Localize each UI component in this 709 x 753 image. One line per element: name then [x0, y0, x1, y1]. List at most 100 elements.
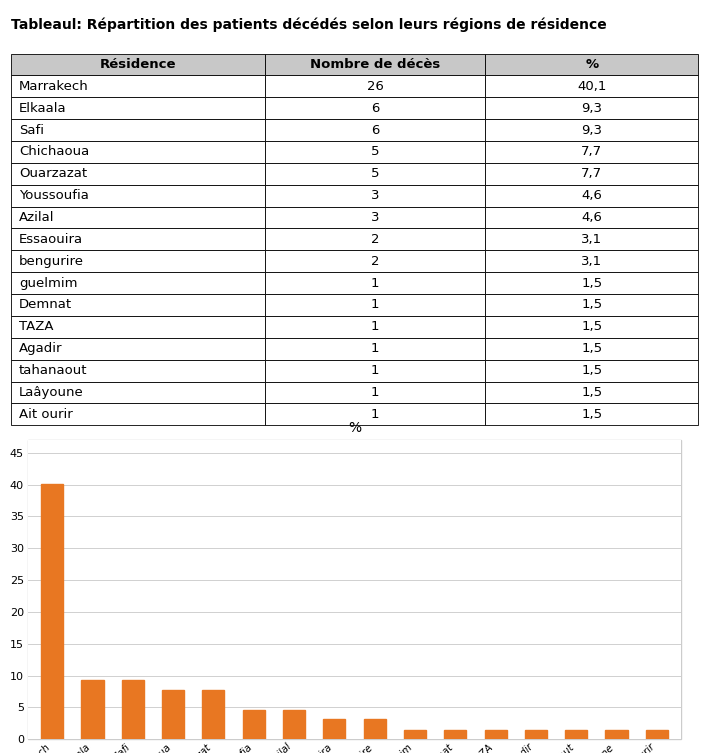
Bar	[485, 404, 698, 425]
Text: Safi: Safi	[19, 123, 44, 136]
Text: 1,5: 1,5	[581, 386, 603, 399]
Text: 1,5: 1,5	[581, 408, 603, 421]
Text: 26: 26	[367, 80, 384, 93]
Bar	[265, 119, 485, 141]
Bar	[11, 316, 265, 338]
Bar	[265, 141, 485, 163]
Text: 1,5: 1,5	[581, 364, 603, 377]
Bar	[11, 97, 265, 119]
Bar	[485, 228, 698, 250]
Bar	[265, 338, 485, 360]
Bar	[11, 206, 265, 228]
Text: Chichaoua: Chichaoua	[19, 145, 89, 158]
Text: 9,3: 9,3	[581, 102, 603, 114]
Bar	[485, 163, 698, 184]
Bar	[485, 141, 698, 163]
Bar	[485, 97, 698, 119]
Bar	[265, 404, 485, 425]
Text: 7,7: 7,7	[581, 145, 603, 158]
Text: 6: 6	[371, 102, 379, 114]
Bar	[485, 272, 698, 294]
Bar	[265, 75, 485, 97]
Text: Ait ourir: Ait ourir	[19, 408, 72, 421]
Bar	[11, 272, 265, 294]
Bar	[485, 382, 698, 404]
Bar	[485, 250, 698, 272]
Bar	[485, 75, 698, 97]
Bar	[11, 53, 265, 75]
Bar	[265, 316, 485, 338]
Text: 1,5: 1,5	[581, 342, 603, 355]
Text: Demnat: Demnat	[19, 298, 72, 312]
Text: tahanaout: tahanaout	[19, 364, 87, 377]
Text: 5: 5	[371, 167, 379, 180]
Text: Résidence: Résidence	[99, 58, 176, 71]
Text: 3,1: 3,1	[581, 233, 603, 246]
Bar	[11, 228, 265, 250]
Text: 3,1: 3,1	[581, 255, 603, 268]
Text: 3: 3	[371, 211, 379, 224]
Bar	[11, 294, 265, 316]
Bar	[265, 272, 485, 294]
Text: 1: 1	[371, 408, 379, 421]
Text: guelmim: guelmim	[19, 276, 77, 290]
Text: Nombre de décès: Nombre de décès	[310, 58, 440, 71]
Bar	[11, 163, 265, 184]
Text: 2: 2	[371, 233, 379, 246]
Text: 1: 1	[371, 364, 379, 377]
Text: Elkaala: Elkaala	[19, 102, 67, 114]
Bar	[11, 250, 265, 272]
Text: 4,6: 4,6	[581, 211, 602, 224]
Bar	[265, 228, 485, 250]
Text: 4,6: 4,6	[581, 189, 602, 202]
Text: 1: 1	[371, 386, 379, 399]
Text: 1,5: 1,5	[581, 298, 603, 312]
Text: 1: 1	[371, 320, 379, 334]
Text: Ouarzazat: Ouarzazat	[19, 167, 87, 180]
Bar	[485, 119, 698, 141]
Text: Marrakech: Marrakech	[19, 80, 89, 93]
Text: Tableaul: Répartition des patients décédés selon leurs régions de résidence: Tableaul: Répartition des patients décéd…	[11, 17, 606, 32]
Text: 1,5: 1,5	[581, 276, 603, 290]
Bar	[485, 206, 698, 228]
Bar	[265, 184, 485, 206]
Bar	[11, 382, 265, 404]
Bar	[265, 53, 485, 75]
Bar	[485, 53, 698, 75]
Text: 40,1: 40,1	[577, 80, 606, 93]
Text: 1: 1	[371, 342, 379, 355]
Bar	[485, 184, 698, 206]
Text: Youssoufia: Youssoufia	[19, 189, 89, 202]
Bar	[11, 360, 265, 382]
Bar	[485, 316, 698, 338]
Bar	[265, 360, 485, 382]
Text: Azilal: Azilal	[19, 211, 55, 224]
Text: 3: 3	[371, 189, 379, 202]
Bar	[11, 404, 265, 425]
Text: 6: 6	[371, 123, 379, 136]
Text: 2: 2	[371, 255, 379, 268]
Bar	[11, 119, 265, 141]
Bar	[265, 97, 485, 119]
Bar	[11, 184, 265, 206]
Text: 9,3: 9,3	[581, 123, 603, 136]
Bar	[265, 206, 485, 228]
Text: bengurire: bengurire	[19, 255, 84, 268]
Text: 5: 5	[371, 145, 379, 158]
Bar	[485, 360, 698, 382]
Bar	[485, 294, 698, 316]
Text: 1: 1	[371, 276, 379, 290]
Bar	[485, 338, 698, 360]
Text: 7,7: 7,7	[581, 167, 603, 180]
Text: 1,5: 1,5	[581, 320, 603, 334]
Text: Essaouira: Essaouira	[19, 233, 83, 246]
Bar	[11, 141, 265, 163]
Text: %: %	[585, 58, 598, 71]
Text: TAZA: TAZA	[19, 320, 53, 334]
Bar	[265, 294, 485, 316]
Bar	[265, 382, 485, 404]
Bar	[11, 338, 265, 360]
Text: Laâyoune: Laâyoune	[19, 386, 84, 399]
Text: Agadir: Agadir	[19, 342, 62, 355]
Bar	[265, 163, 485, 184]
